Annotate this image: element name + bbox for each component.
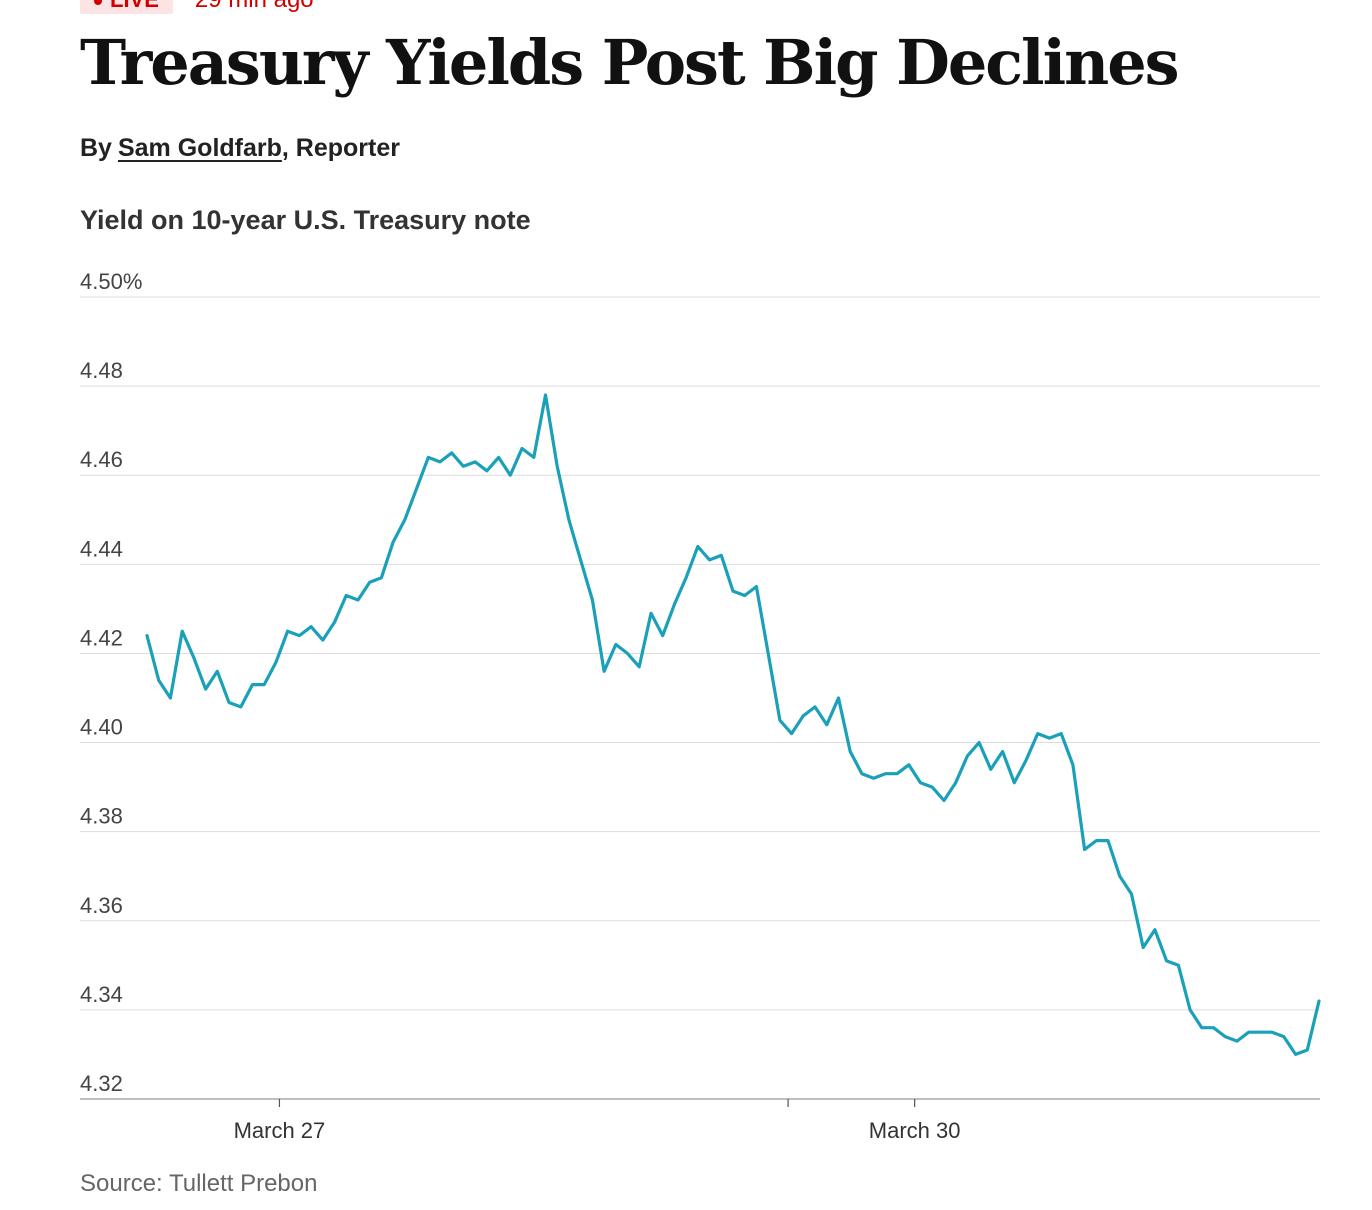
y-tick-label: 4.40	[80, 715, 123, 740]
byline-prefix: By	[80, 134, 112, 162]
yield-line-chart: 4.50% 4.48 4.46 4.44 4.42 4.40 4.38 4.36 4.34 4.3…	[80, 269, 1321, 1143]
byline-role: , Reporter	[281, 134, 400, 162]
author-link[interactable]: Sam Goldfarb	[117, 134, 282, 162]
y-tick-label: 4.46	[80, 447, 123, 472]
y-tick-label: 4.44	[80, 536, 123, 561]
x-tick-label: March 27	[234, 1118, 326, 1143]
live-row: LIVE 29 min ago	[80, 0, 314, 14]
y-tick-label: 4.50%	[80, 269, 142, 294]
byline: By Sam Goldfarb, Reporter	[80, 134, 400, 163]
live-dot-icon	[94, 0, 102, 6]
y-tick-label: 4.36	[80, 893, 123, 918]
x-tick-label: March 30	[869, 1118, 961, 1143]
chart-title: Yield on 10-year U.S. Treasury note	[80, 205, 531, 235]
y-tick-label: 4.42	[80, 625, 123, 650]
series-line	[145, 393, 1321, 1057]
live-badge[interactable]: LIVE	[80, 0, 173, 14]
y-tick-label: 4.48	[80, 358, 123, 383]
live-badge-label: LIVE	[110, 0, 159, 12]
chart-source: Source: Tullett Prebon	[80, 1170, 318, 1197]
headline: Treasury Yields Post Big Declines	[80, 26, 1180, 99]
live-timestamp: 29 min ago	[195, 0, 314, 14]
y-tick-label: 4.34	[80, 982, 123, 1007]
y-tick-label: 4.38	[80, 804, 123, 829]
y-tick-label: 4.32	[80, 1071, 123, 1096]
